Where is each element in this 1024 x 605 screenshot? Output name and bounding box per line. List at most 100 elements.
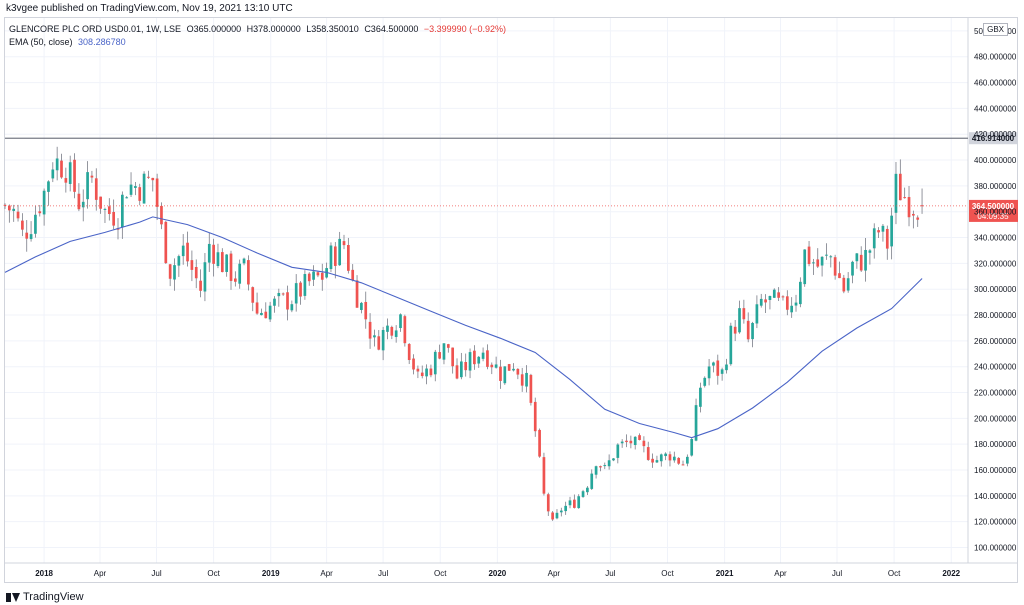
candle-down — [490, 364, 494, 368]
candle-down — [316, 272, 320, 276]
ohlc-row: GLENCORE PLC ORD USD0.01, 1W, LSE O365.0… — [9, 23, 506, 36]
candle-up — [768, 295, 772, 300]
candle-down — [733, 326, 737, 334]
candle-up — [51, 169, 55, 179]
candle-down — [299, 282, 302, 297]
candle-up — [121, 194, 124, 228]
candlestick-series — [3, 146, 924, 521]
candle-down — [199, 280, 202, 291]
candle-up — [294, 283, 298, 304]
candle-up — [277, 292, 281, 297]
candle-down — [112, 211, 116, 226]
candle-up — [386, 325, 389, 332]
candle-down — [716, 360, 720, 376]
tradingview-footer: TradingView — [6, 591, 84, 603]
candle-down — [438, 352, 441, 359]
candle-up — [568, 500, 572, 506]
x-tick-label: Jul — [151, 569, 161, 578]
candle-up — [607, 460, 611, 467]
candle-down — [912, 213, 915, 216]
candle-up — [759, 298, 763, 306]
candle-up — [142, 173, 146, 204]
candle-down — [429, 368, 433, 376]
chart-frame[interactable] — [4, 17, 1018, 583]
candle-up — [494, 364, 498, 368]
y-tick-label: 400.000000 — [974, 156, 1017, 165]
candle-up — [125, 197, 129, 199]
candle-up — [799, 281, 802, 305]
x-tick-label: 2019 — [262, 569, 280, 578]
tradingview-brand: TradingView — [23, 591, 84, 603]
candle-down — [251, 287, 255, 303]
candle-down — [546, 494, 550, 512]
candle-up — [620, 441, 624, 444]
candle-up — [273, 298, 276, 306]
y-tick-label: 480.000000 — [974, 53, 1017, 62]
candle-down — [38, 211, 42, 214]
candle-down — [407, 344, 411, 361]
candle-up — [503, 366, 507, 384]
candle-down — [333, 246, 337, 266]
candle-up — [590, 473, 594, 489]
candle-down — [916, 217, 920, 220]
candle-up — [829, 256, 833, 258]
last-price-tag — [969, 199, 1018, 222]
symbol-info[interactable]: GLENCORE PLC ORD USD0.01, 1W, LSE — [9, 24, 182, 34]
candle-down — [351, 269, 355, 281]
candle-down — [677, 457, 681, 464]
tradingview-logo-icon — [6, 592, 20, 602]
x-tick-label: 2020 — [488, 569, 506, 578]
candle-down — [499, 366, 502, 381]
candle-up — [686, 456, 689, 464]
candle-down — [668, 454, 672, 461]
ema-row[interactable]: EMA (50, close) 308.286780 — [9, 36, 506, 49]
candle-up — [586, 487, 589, 493]
ema-label: EMA (50, close) — [9, 37, 73, 47]
candle-down — [907, 197, 911, 218]
close-value: C364.500000 — [364, 24, 419, 34]
candle-up — [177, 256, 181, 266]
candle-up — [872, 228, 876, 249]
candle-down — [64, 178, 68, 183]
bar-countdown-label: 04:09:35 — [977, 212, 1009, 221]
axis-separators — [5, 18, 1018, 564]
candle-up — [803, 249, 807, 285]
candle-up — [755, 304, 759, 324]
candle-down — [646, 447, 650, 460]
y-tick-label: 420.000000 — [974, 130, 1017, 139]
candle-down — [168, 264, 172, 279]
candle-up — [129, 184, 133, 195]
candle-down — [764, 299, 767, 303]
candle-up — [381, 329, 385, 351]
candle-down — [651, 458, 654, 463]
candle-down — [194, 266, 198, 279]
candle-up — [260, 312, 263, 316]
candle-up — [894, 173, 898, 213]
candle-down — [7, 205, 11, 211]
candle-down — [403, 316, 407, 344]
candle-up — [242, 258, 246, 264]
candle-up — [81, 201, 85, 208]
candle-up — [481, 352, 485, 359]
candle-down — [842, 277, 846, 292]
candle-down — [255, 302, 259, 314]
candle-up — [329, 245, 333, 270]
candle-up — [42, 190, 46, 215]
candle-down — [903, 197, 907, 199]
candle-down — [234, 278, 237, 282]
y-tick-label: 320.000000 — [974, 259, 1017, 268]
currency-badge[interactable]: GBX — [983, 23, 1008, 36]
candle-up — [373, 335, 376, 338]
candle-down — [190, 260, 194, 270]
candle-up — [433, 351, 437, 375]
candle-up — [12, 208, 16, 211]
y-tick-label: 300.000000 — [974, 285, 1017, 294]
candle-up — [612, 458, 615, 461]
candle-up — [881, 225, 885, 232]
y-tick-label: 260.000000 — [974, 337, 1017, 346]
x-tick-label: Jul — [378, 569, 388, 578]
candle-down — [186, 242, 189, 262]
candle-down — [642, 440, 646, 447]
